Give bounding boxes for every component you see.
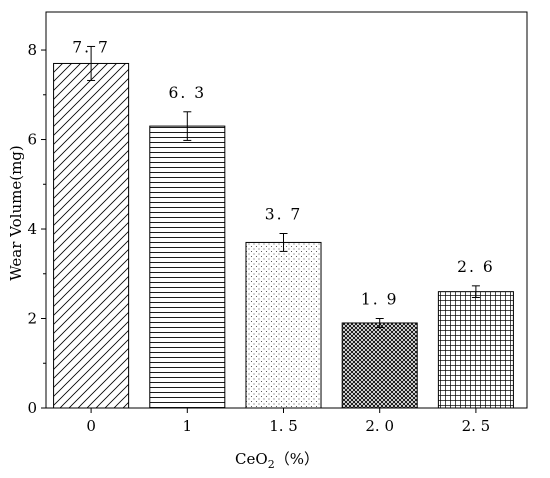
x-tick-label: 1 <box>183 417 193 435</box>
bar <box>149 125 226 409</box>
value-labels-layer: 7. 7 6. 3 3. 7 1. 9 2. 6 <box>72 38 495 309</box>
data-label: 7. 7 <box>72 38 110 56</box>
x-axis-title-unit: （%） <box>275 450 319 468</box>
data-label: 6. 3 <box>169 84 207 102</box>
x-tick-label: 2. 5 <box>462 417 491 435</box>
bars-layer <box>53 62 514 409</box>
y-tick-label: 6 <box>27 131 37 149</box>
x-axis-ticks: 0 1 1. 5 2. 0 2. 5 <box>86 408 490 435</box>
y-tick-label: 2 <box>27 310 37 328</box>
x-axis-title-main: CeO <box>235 450 268 468</box>
y-tick-label: 8 <box>27 41 37 59</box>
x-tick-label: 2. 0 <box>365 417 394 435</box>
bar <box>245 241 322 409</box>
x-tick-label: 1. 5 <box>269 417 298 435</box>
data-label: 2. 6 <box>457 258 495 276</box>
x-axis-title-subscript: 2 <box>268 458 275 471</box>
y-tick-label: 4 <box>27 220 37 238</box>
plot-frame <box>45 11 528 409</box>
bar <box>53 62 130 409</box>
y-axis-title: Wear Volume(mg) <box>7 145 25 281</box>
y-tick-label: 0 <box>27 399 37 417</box>
error-bars-layer <box>87 45 480 328</box>
data-label: 1. 9 <box>361 291 399 309</box>
data-label: 3. 7 <box>265 205 303 223</box>
y-axis-ticks: 0 2 4 6 8 <box>27 41 46 417</box>
x-tick-label: 0 <box>86 417 96 435</box>
bar <box>437 291 514 409</box>
x-axis-title: CeO2（%） <box>235 450 319 471</box>
bar <box>341 322 418 409</box>
